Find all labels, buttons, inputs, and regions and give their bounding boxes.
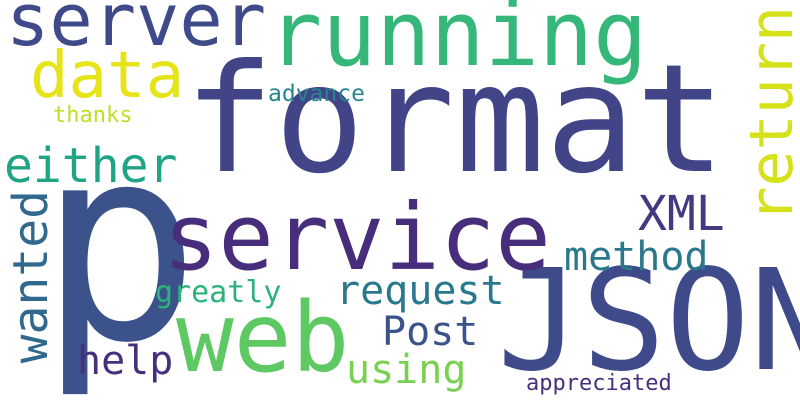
word-advance: advance — [268, 81, 365, 107]
word-greatly: greatly — [155, 275, 282, 310]
word-format: format — [184, 33, 726, 207]
word-wanted: wanted — [3, 190, 59, 364]
word-p: p — [38, 87, 201, 400]
word-method: method — [564, 234, 709, 280]
word-json: JSON — [497, 240, 800, 400]
word-using: using — [346, 347, 467, 393]
word-web: web — [176, 282, 350, 394]
word-appreciated: appreciated — [526, 371, 672, 396]
word-help: help — [77, 338, 174, 384]
word-thanks: thanks — [53, 103, 133, 128]
word-server: server — [6, 0, 267, 62]
word-data: data — [30, 39, 185, 113]
word-post: Post — [382, 309, 479, 355]
word-running: running — [268, 0, 648, 87]
word-service: service — [163, 184, 551, 291]
word-request: request — [336, 268, 505, 314]
word-xml: XML — [638, 186, 725, 242]
word-return: return — [737, 6, 800, 223]
word-either: either — [4, 138, 178, 194]
